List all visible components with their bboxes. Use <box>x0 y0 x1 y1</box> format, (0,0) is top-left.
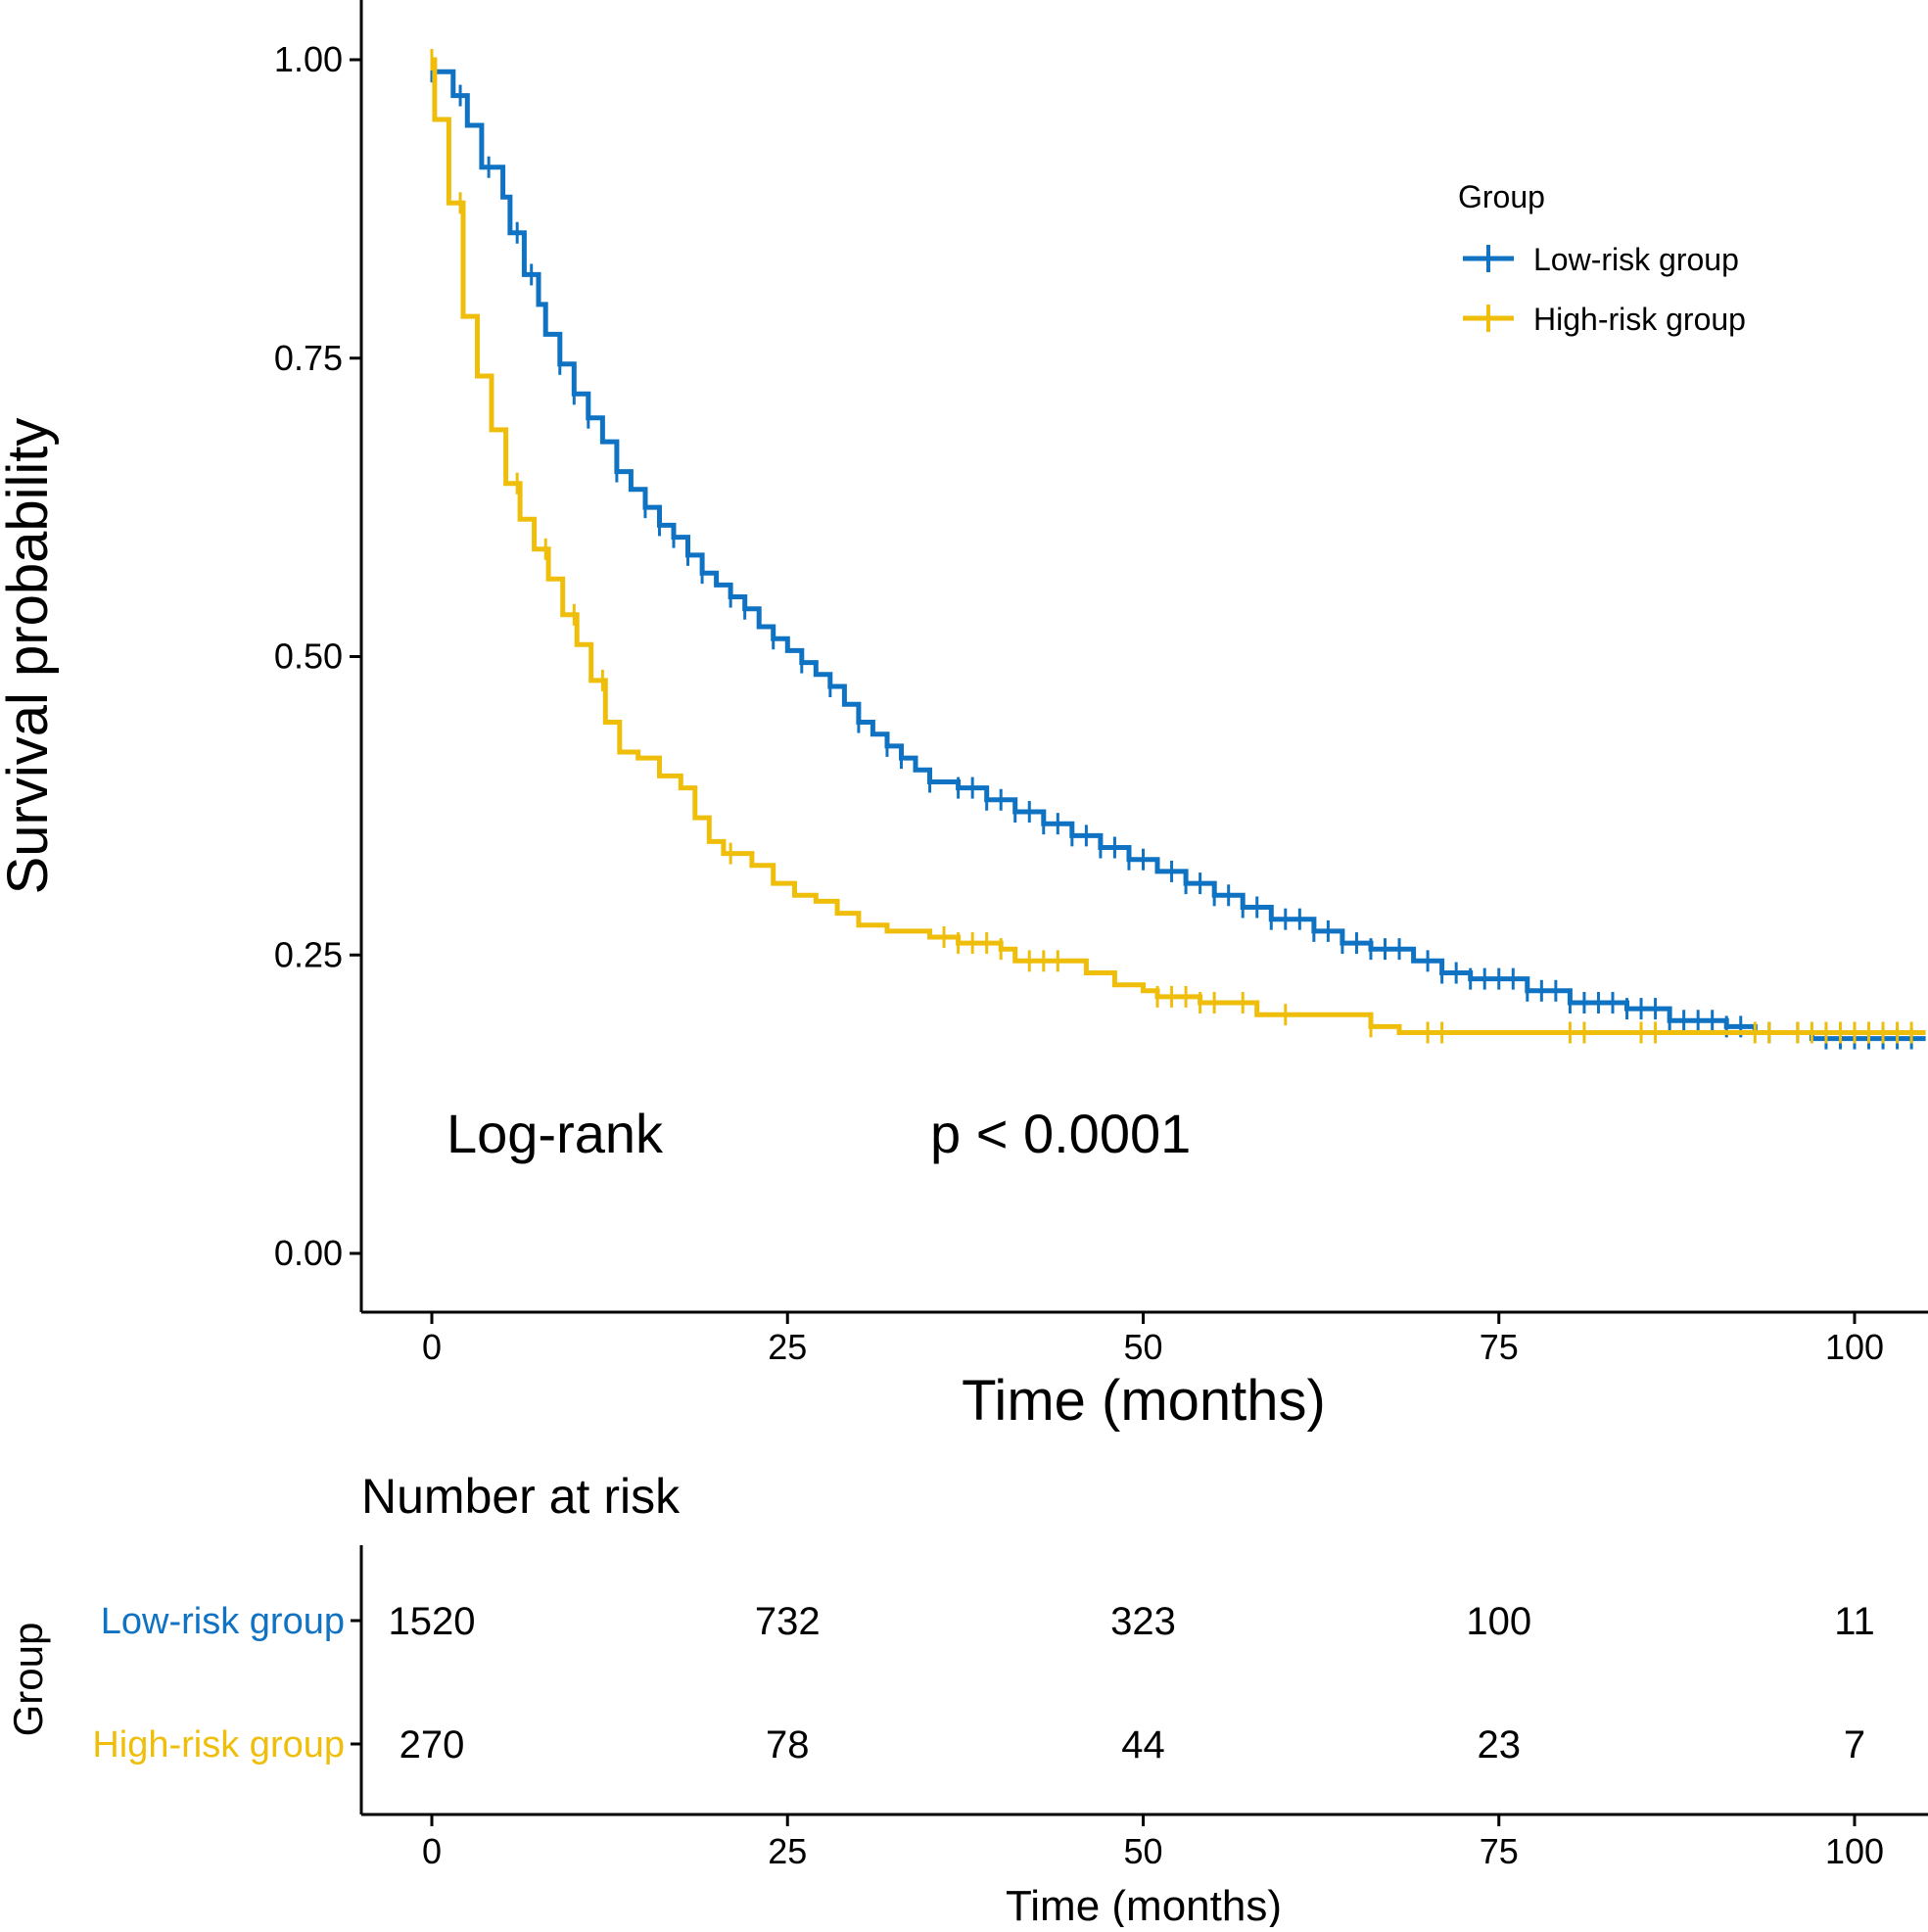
x-axis-ticks: 0 25 50 75 100 <box>422 1312 1884 1367</box>
legend-key-high <box>1463 305 1514 332</box>
risk-row-label: High-risk group <box>92 1724 345 1766</box>
x-tick-label: 50 <box>1123 1327 1162 1367</box>
risk-count: 78 <box>766 1723 810 1767</box>
series-high-risk <box>430 49 1926 1044</box>
p-value-label: p < 0.0001 <box>930 1103 1191 1164</box>
x-tick-label: 0 <box>422 1327 442 1367</box>
y-axis-title: Survival probability <box>0 418 60 895</box>
legend-title: Group <box>1458 179 1545 214</box>
legend: Group Low-risk group High-risk group <box>1458 179 1746 337</box>
risk-table: Number at risk Group Low-risk group 1520 7… <box>5 1469 1928 1930</box>
y-tick-label: 0.25 <box>274 934 343 974</box>
logrank-label: Log-rank <box>447 1103 664 1164</box>
y-axis-ticks: 0.00 0.25 0.50 0.75 1.00 <box>274 39 361 1273</box>
risk-x-tick-label: 50 <box>1123 1831 1162 1871</box>
risk-row-low: Low-risk group 1520 732 323 100 11 <box>101 1600 1875 1643</box>
risk-table-y-title: Group <box>5 1623 51 1737</box>
x-tick-label: 100 <box>1825 1327 1884 1367</box>
risk-count: 100 <box>1466 1600 1531 1643</box>
risk-count: 23 <box>1478 1723 1522 1767</box>
x-axis-title: Time (months) <box>962 1369 1326 1433</box>
risk-table-title: Number at risk <box>361 1469 681 1524</box>
survival-line-low <box>432 69 1926 1042</box>
risk-count: 44 <box>1121 1723 1165 1767</box>
y-tick-label: 0.75 <box>274 338 343 378</box>
survival-plot: 0.00 0.25 0.50 0.75 1.00 0 25 50 75 100 Survival… <box>0 0 1928 1433</box>
survival-line-high <box>432 57 1926 1035</box>
series-low-risk <box>430 61 1926 1050</box>
legend-key-low <box>1463 245 1514 272</box>
risk-count: 1520 <box>389 1600 476 1643</box>
legend-label-low: Low-risk group <box>1533 242 1739 277</box>
risk-count: 7 <box>1844 1723 1865 1767</box>
risk-table-x-ticks: 0 25 50 75 100 <box>422 1814 1884 1871</box>
x-tick-label: 25 <box>768 1327 807 1367</box>
risk-x-tick-label: 0 <box>422 1831 442 1871</box>
risk-count: 732 <box>755 1600 821 1643</box>
y-tick-label: 0.50 <box>274 636 343 677</box>
risk-row-label: Low-risk group <box>101 1601 345 1642</box>
y-tick-label: 0.00 <box>274 1233 343 1273</box>
risk-count: 11 <box>1834 1600 1875 1643</box>
risk-count: 323 <box>1110 1600 1176 1643</box>
legend-label-high: High-risk group <box>1533 302 1746 337</box>
risk-x-tick-label: 75 <box>1480 1831 1519 1871</box>
y-tick-label: 1.00 <box>274 39 343 79</box>
risk-table-x-title: Time (months) <box>1006 1882 1282 1927</box>
risk-x-tick-label: 100 <box>1825 1831 1884 1871</box>
risk-count: 270 <box>400 1723 465 1767</box>
survival-curves <box>430 49 1926 1050</box>
risk-row-high: High-risk group 270 78 44 23 7 <box>92 1723 1865 1767</box>
risk-x-tick-label: 25 <box>768 1831 807 1871</box>
x-tick-label: 75 <box>1480 1327 1519 1367</box>
